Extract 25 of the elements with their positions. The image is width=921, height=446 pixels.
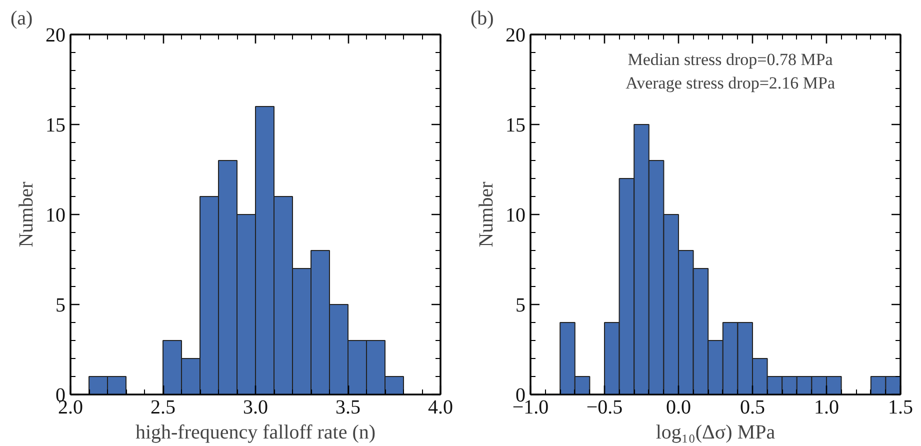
y-axis-title: Number bbox=[16, 181, 38, 248]
chart-title: (b) bbox=[470, 8, 494, 30]
y-tick-label: 20 bbox=[506, 24, 526, 46]
x-tick-label: 2.5 bbox=[150, 396, 176, 418]
x-tick-label: 3.5 bbox=[336, 396, 360, 418]
x-tick-label: 0.0 bbox=[666, 396, 691, 418]
annotation: Median stress drop=0.78 MPa bbox=[628, 50, 834, 70]
x-tick-label: 1.5 bbox=[888, 396, 913, 418]
y-tick-label: 15 bbox=[506, 114, 526, 136]
chart-title: (a) bbox=[10, 8, 33, 30]
y-tick-label: 10 bbox=[506, 204, 526, 226]
x-tick-label: 0.5 bbox=[740, 396, 765, 418]
x-tick-label: 1.0 bbox=[814, 396, 839, 418]
x-tick-label: −0.5 bbox=[586, 396, 623, 418]
y-axis-title: Number bbox=[476, 181, 498, 248]
y-tick-label: 15 bbox=[46, 114, 66, 136]
x-tick-label: 3.0 bbox=[243, 396, 268, 418]
annotation: Average stress drop=2.16 MPa bbox=[626, 74, 836, 93]
x-axis-title: high-frequency falloff rate (n) bbox=[135, 422, 376, 444]
y-tick-label: 20 bbox=[46, 24, 66, 46]
y-tick-label: 5 bbox=[56, 294, 66, 316]
y-tick-label: 5 bbox=[516, 294, 526, 316]
x-axis-title: log₁₀(Δσ) MPa bbox=[656, 422, 776, 444]
y-tick-label: 10 bbox=[46, 204, 66, 226]
x-tick-label: 4.0 bbox=[428, 396, 453, 418]
